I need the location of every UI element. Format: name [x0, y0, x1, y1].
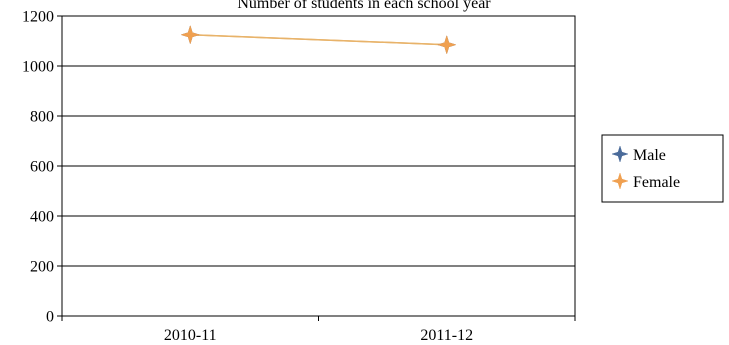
legend-marker-female	[611, 172, 629, 190]
x-axis: 2010-11 2011-12	[61, 316, 576, 344]
y-tick-label: 1200	[22, 9, 54, 26]
legend-label-male: Male	[633, 147, 666, 164]
y-tick-label: 400	[30, 209, 54, 226]
chart-title: Number of students in each school year	[237, 0, 491, 12]
x-tick-label: 2010-11	[164, 327, 217, 344]
y-tick-label: 0	[46, 309, 54, 326]
y-tick-label: 200	[30, 259, 54, 276]
legend-label-female: Female	[633, 174, 680, 191]
gridlines	[62, 65, 575, 267]
data-point-female	[180, 24, 201, 45]
legend: Male Female	[601, 134, 724, 203]
y-tick-label: 800	[30, 109, 54, 126]
legend-box	[601, 134, 724, 203]
series-group	[180, 24, 457, 55]
y-axis: 0 200 400 600 800 1000 1200	[22, 9, 62, 326]
y-tick-label: 600	[30, 159, 54, 176]
y-tick-label: 1000	[22, 59, 54, 76]
data-point-female	[436, 34, 457, 55]
legend-marker-male	[611, 145, 629, 163]
x-tick-label: 2011-12	[420, 327, 473, 344]
series-line-female	[190, 34, 447, 46]
